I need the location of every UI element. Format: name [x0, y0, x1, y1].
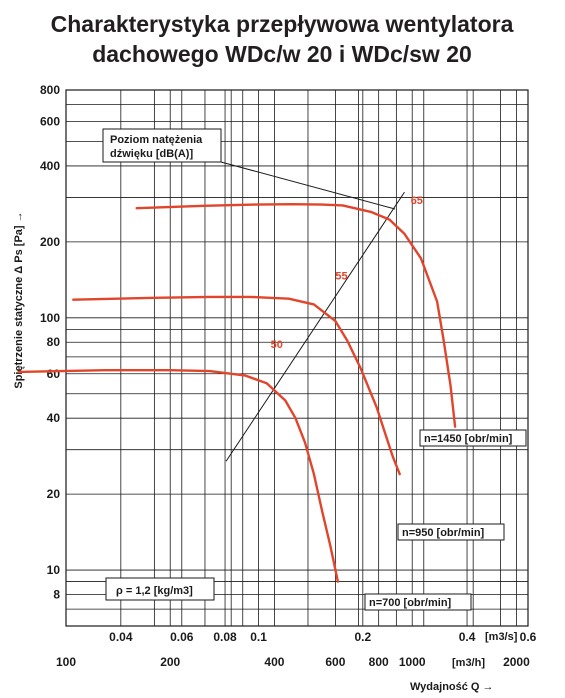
series-label-box: [397, 523, 505, 541]
y-tick-label: 800: [40, 83, 60, 97]
x-tick-label-m3h: 100: [56, 655, 76, 669]
x-tick-label-m3h: 1000: [399, 655, 426, 669]
x-tick-label-m3s: 0.6: [520, 630, 537, 644]
x-tick-label-m3s: 0.04: [109, 630, 133, 644]
x-tick-label-m3s: 0.1: [250, 630, 267, 644]
x-tick-label-m3h: 800: [369, 655, 389, 669]
noise-level-line-group: [225, 191, 405, 462]
noise-pointer-line: [220, 161, 396, 210]
plot-frame: [65, 89, 529, 627]
series-label: n=700 [obr/min]: [369, 597, 452, 609]
x-tick-label-m3s: 0.08: [213, 630, 237, 644]
y-tick-label: 600: [40, 115, 60, 129]
x-tick-labels-m3h: 100 200 400 600 800 1000 2000: [56, 655, 530, 669]
series-label: n=950 [obr/min]: [402, 527, 485, 539]
noise-level-labels: 65 55 50: [271, 195, 423, 351]
y-tick-label: 20: [47, 487, 61, 501]
x-tick-label-m3h: 600: [325, 655, 345, 669]
x-unit-m3h: [m3/h]: [452, 657, 485, 669]
series-label-box: [364, 593, 472, 611]
y-tick-label: 8: [53, 587, 60, 601]
y-tick-label: 10: [47, 563, 61, 577]
noise-label-line-2: dźwięku [dB(A)]: [110, 148, 193, 160]
y-tick-label: 400: [40, 159, 60, 173]
noise-label-box: [102, 128, 222, 163]
series-labels: n=1450 [obr/min] n=950 [obr/min] n=700 [ob…: [364, 429, 527, 611]
speed-curve: [135, 203, 457, 428]
y-tick-label: 60: [47, 367, 61, 381]
noise-label-line-1: Poziom natężenia: [110, 134, 203, 146]
y-tick-label: 200: [40, 235, 60, 249]
noise-value-label: 55: [335, 270, 347, 282]
density-box: [105, 577, 215, 601]
noise-level-line: [225, 191, 405, 462]
density-label: ρ = 1,2 [kg/m3]: [116, 585, 193, 597]
y-tick-label: 80: [47, 335, 61, 349]
y-axis-label: Spiętrzenie statyczne Δ Ps [Pa] →: [13, 211, 25, 388]
x-tick-label-m3s: 0.4: [459, 630, 476, 644]
grid: [65, 89, 529, 627]
x-tick-label-m3h: 200: [160, 655, 180, 669]
y-tick-labels: 8 10 20 40 60 80 100 200 400 600 800: [40, 83, 60, 601]
x-tick-labels-m3s: 0.04 0.06 0.08 0.1 0.2 0.4 0.6: [109, 630, 537, 644]
x-tick-label-m3h: 400: [264, 655, 284, 669]
speed-curve: [72, 295, 401, 476]
y-tick-label: 100: [40, 311, 60, 325]
series-label-box: [419, 429, 527, 447]
x-tick-label-m3s: 0.2: [354, 630, 371, 644]
x-unit-m3s: [m3/s]: [485, 631, 518, 643]
noise-value-label: 50: [271, 339, 283, 351]
speed-curve: [17, 369, 340, 583]
y-tick-label: 40: [47, 411, 61, 425]
speed-curves: [17, 203, 457, 583]
x-tick-label-m3h: 2000: [503, 655, 530, 669]
chart-title-line-1: Charakterystyka przepływowa wentylatora: [51, 11, 514, 37]
noise-value-label: 65: [411, 195, 423, 207]
x-axis-label: Wydajność Q →: [410, 681, 494, 693]
series-label: n=1450 [obr/min]: [424, 433, 513, 445]
x-tick-label-m3s: 0.06: [170, 630, 194, 644]
chart-title-line-2: dachowego WDc/w 20 i WDc/sw 20: [92, 41, 472, 67]
